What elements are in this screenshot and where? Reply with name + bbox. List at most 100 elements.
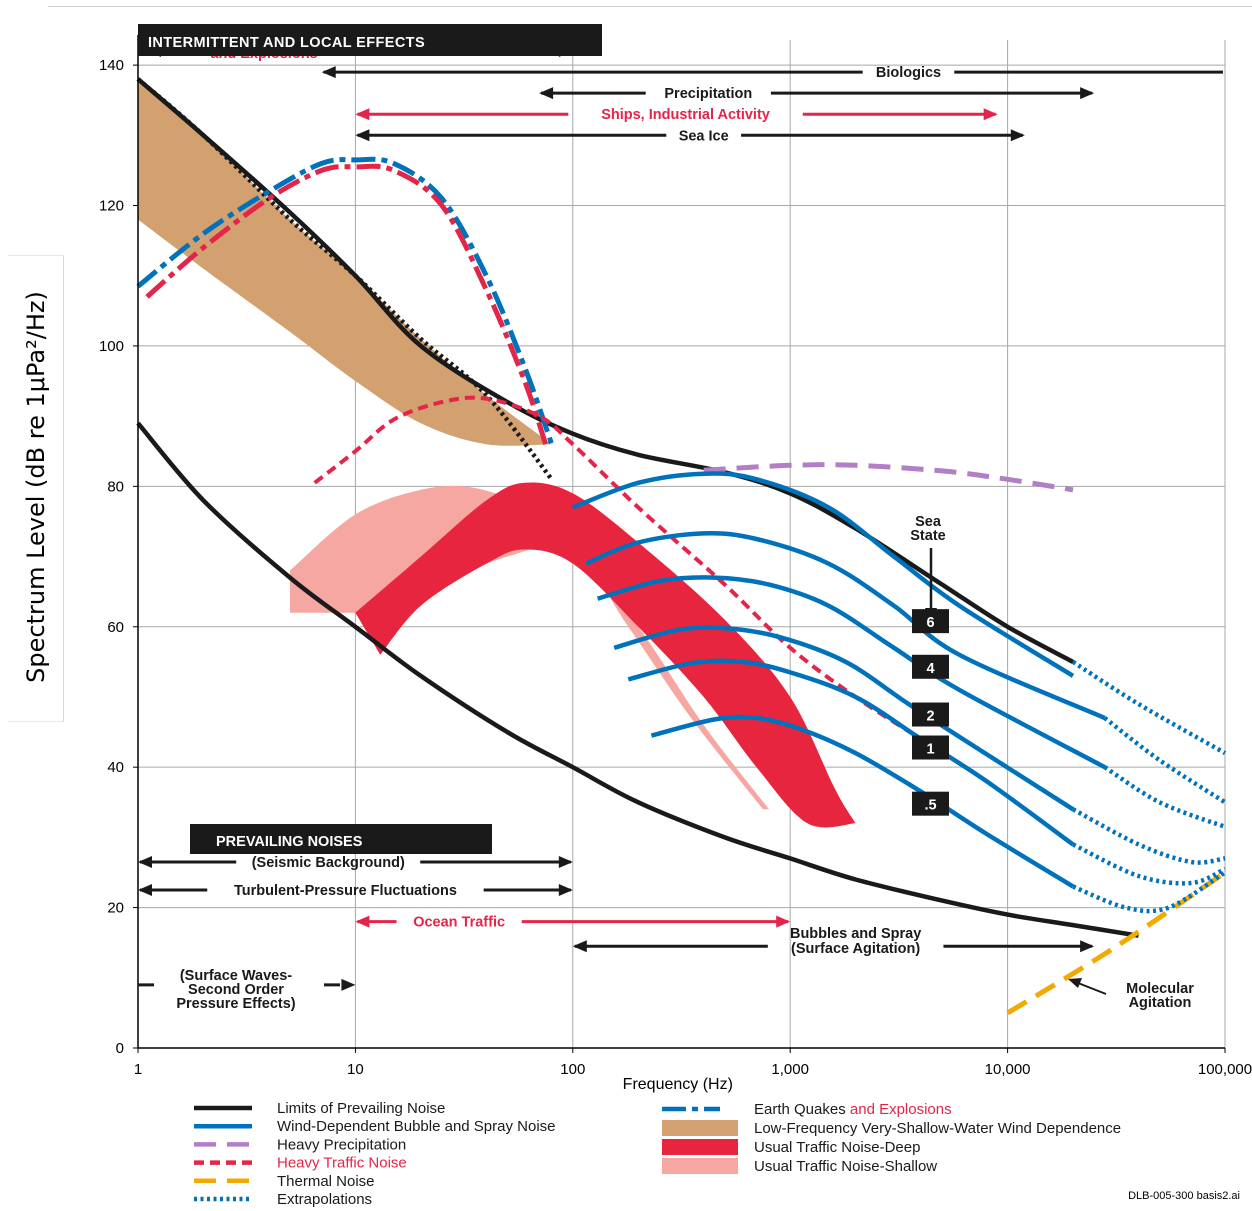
molecular-line: Molecular: [1126, 981, 1194, 997]
y-tick-label: 40: [107, 759, 124, 776]
legend-item: Usual Traffic Noise-Shallow: [662, 1158, 937, 1175]
arrow-head: [983, 108, 998, 121]
sea-state-badge: 2: [912, 702, 949, 727]
arrow-label: Turbulent-Pressure Fluctuations: [234, 883, 457, 899]
arrow-ships-industrial-activity: Ships, Industrial Activity: [355, 107, 998, 123]
sea-state-badge-box: [912, 702, 949, 727]
arrow-head: [341, 978, 356, 991]
series-ext_limit: [1071, 660, 1227, 756]
legend-item: Extrapolations: [194, 1191, 372, 1208]
series-heavy_precip: [703, 462, 1074, 493]
legend-item: Heavy Traffic Noise: [194, 1155, 407, 1172]
y-tick-label: 80: [107, 478, 124, 495]
series-ext_ss6: [1103, 716, 1227, 805]
y-tick-label: 20: [107, 900, 124, 917]
series-ext_ss05: [1072, 870, 1227, 914]
series-ext_ss1: [1072, 842, 1226, 886]
x-tick-label: 100: [560, 1061, 585, 1078]
series-limit_lower: [136, 421, 1139, 938]
sea-state-title: Sea: [915, 514, 942, 530]
arrow-label-2: (Surface Agitation): [791, 941, 920, 957]
series-ext_ss2: [1071, 807, 1226, 865]
series-limit_upper: [136, 77, 1075, 664]
surface-waves-mask: [154, 972, 324, 1010]
legend-label: Earth Quakes and Explosions: [754, 1101, 952, 1118]
arrow-head: [539, 87, 554, 100]
series-wind_ss4: [585, 531, 1106, 721]
arrow-head: [138, 855, 152, 868]
molecular-pointer: [1077, 982, 1107, 995]
molecular-line: Agitation: [1129, 995, 1192, 1011]
sea-state-badge-label: 4: [926, 661, 934, 677]
x-tick-label: 1: [134, 1061, 142, 1078]
arrow-head: [355, 129, 370, 142]
legend-swatch: [662, 1158, 738, 1174]
series-ext_ss4: [1103, 765, 1226, 829]
x-tick-label: 10: [347, 1061, 364, 1078]
x-axis-title: Frequency (Hz): [623, 1076, 733, 1093]
arrow-head: [355, 915, 370, 928]
arrow-label: Bubbles and Spray: [790, 926, 921, 942]
legend-item: Limits of Prevailing Noise: [194, 1100, 445, 1117]
arrow-biologics: Biologics: [321, 65, 1223, 81]
y-tick-label: 120: [99, 198, 124, 215]
sea-state-badge-label: 6: [926, 615, 934, 631]
sea-state-badge-label: 1: [926, 742, 934, 758]
arrow-bubbles-and-spray: Bubbles and Spray(Surface Agitation): [572, 926, 1095, 957]
legend-item: Usual Traffic Noise-Deep: [662, 1139, 920, 1156]
series-wind_ss1b: [627, 658, 1075, 847]
series-wind_ss2: [596, 575, 1106, 770]
y-axis-label-box: [8, 255, 64, 722]
arrow-head: [776, 915, 791, 928]
legend-label: Heavy Precipitation: [277, 1136, 406, 1153]
axes: 1 10 100 1,000 10,000 100,000 0 20 40 60 80 100 120 1…: [99, 35, 1252, 1093]
arrow-label: Sea Ice: [679, 128, 729, 144]
series-quake_red: [145, 163, 548, 445]
surface-waves-line: (Surface Waves-: [180, 968, 292, 984]
figure-credit: DLB-005-300 basis2.ai: [1128, 1190, 1240, 1202]
sea-state-badge: 1: [912, 735, 949, 760]
top-rule: [48, 6, 1252, 7]
arrow-label: Biologics: [876, 65, 941, 81]
legend-swatch: [662, 1139, 738, 1155]
legend-label: Extrapolations: [277, 1191, 372, 1208]
y-tick-label: 60: [107, 619, 124, 636]
series-wind_ss6: [572, 471, 1075, 678]
molecular-pointer-head: [1068, 978, 1082, 988]
arrow-head: [321, 66, 336, 79]
series-wind_ss05: [650, 714, 1075, 889]
legend-item: Earth Quakes and Explosions: [662, 1101, 952, 1118]
annotations: INTERMITTENT AND LOCAL EFFECTS PREVAILING…: [138, 24, 1194, 1012]
legend-item: Heavy Precipitation: [194, 1136, 406, 1153]
arrow-head: [572, 940, 587, 953]
series-heavy_traffic: [313, 395, 923, 741]
sea-state-badge-box: [912, 609, 949, 634]
legend-item: Thermal Noise: [194, 1173, 375, 1190]
y-tick-label: 100: [99, 338, 124, 355]
sea-state-badge: 4: [912, 654, 949, 679]
legend-item: Low-Frequency Very-Shallow-Water Wind De…: [662, 1120, 1121, 1137]
sea-state-badge: .5: [912, 791, 949, 816]
arrow-head: [138, 884, 152, 897]
header-text: INTERMITTENT AND LOCAL EFFECTS: [148, 35, 425, 51]
header-intermittent: INTERMITTENT AND LOCAL EFFECTS: [138, 24, 602, 56]
sea-state-badge: 6: [912, 609, 949, 634]
legend-label: Low-Frequency Very-Shallow-Water Wind De…: [754, 1120, 1121, 1137]
sea-state-badge-box: [912, 735, 949, 760]
legend-label: Heavy Traffic Noise: [277, 1155, 407, 1172]
arrow-head: [1010, 129, 1025, 142]
legend-swatch: [662, 1120, 738, 1136]
legend-label-2: and Explosions: [846, 1101, 952, 1118]
legend-label: Usual Traffic Noise-Shallow: [754, 1158, 937, 1175]
arrow-head: [558, 884, 573, 897]
y-tick-label: 140: [99, 57, 124, 74]
arrow-label: Ships, Industrial Activity: [601, 107, 770, 123]
arrow-label: Precipitation: [664, 86, 752, 102]
arrow-turbulent-pressure-fluctuations: Turbulent-Pressure Fluctuations: [138, 883, 573, 899]
legend-label: Usual Traffic Noise-Deep: [754, 1139, 920, 1156]
arrow-label: Ocean Traffic: [413, 915, 505, 931]
sea-state-title: State: [910, 528, 945, 544]
